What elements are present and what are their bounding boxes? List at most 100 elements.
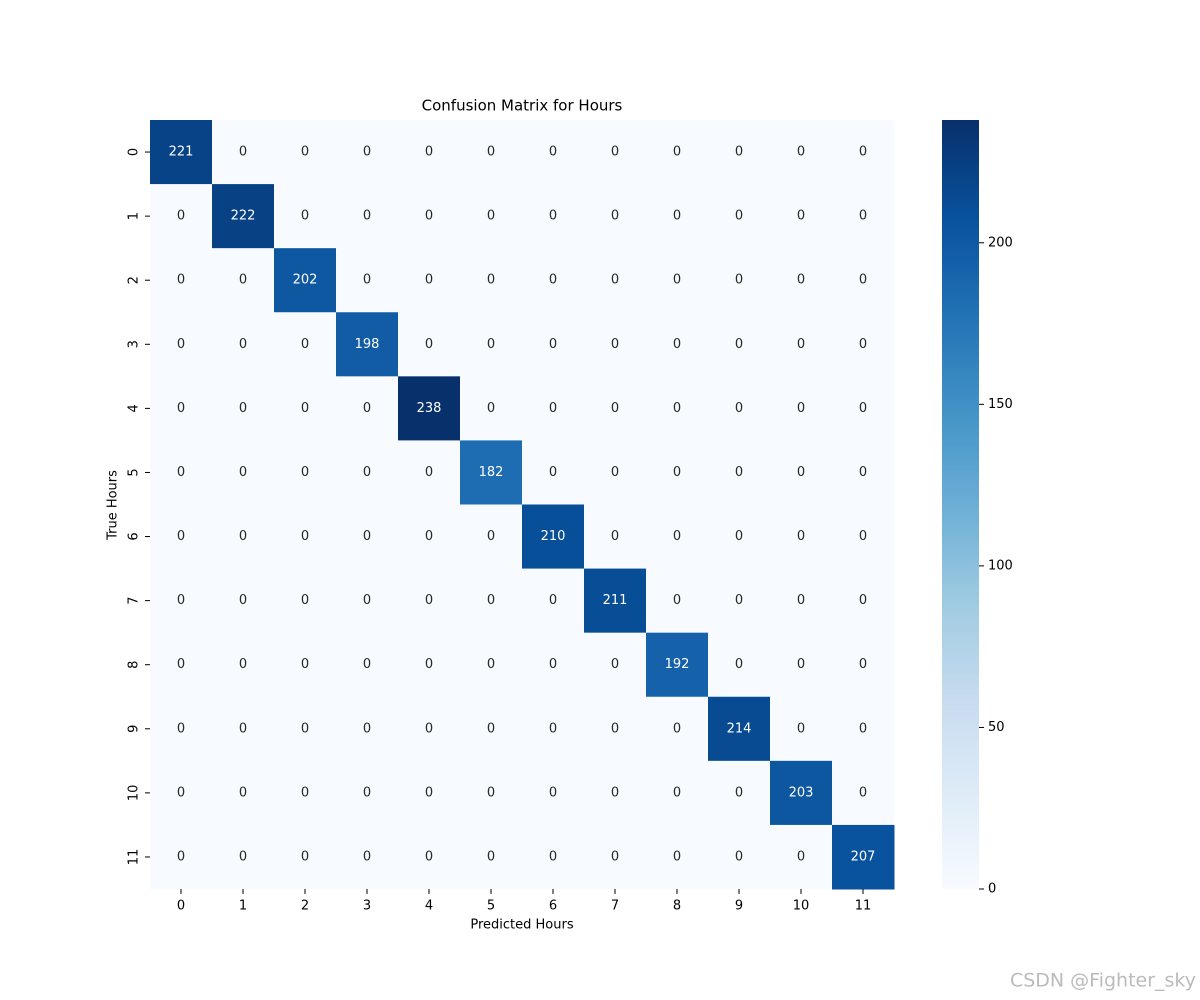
cell [646, 568, 709, 634]
cell-label: 0 [239, 465, 247, 480]
cell [212, 248, 275, 313]
cell-label: 0 [673, 593, 681, 608]
cell-label: 0 [425, 529, 433, 544]
cell [646, 312, 709, 377]
cell-label: 0 [487, 145, 495, 160]
cell [212, 376, 275, 441]
cell [832, 760, 895, 826]
cell-label: 0 [363, 209, 371, 224]
cell-label: 0 [301, 657, 309, 672]
cell [708, 312, 771, 377]
cell [832, 568, 895, 634]
cell-label: 0 [239, 145, 247, 160]
cell-label: 0 [301, 849, 309, 864]
cell [708, 632, 771, 698]
cell [336, 312, 399, 377]
cell-label: 211 [603, 593, 628, 608]
cell [584, 248, 647, 313]
cell-label: 0 [425, 337, 433, 352]
cell [584, 504, 647, 570]
cell [584, 120, 647, 185]
cell [150, 376, 213, 441]
cell [584, 184, 647, 249]
cell-label: 0 [797, 721, 805, 736]
cell-label: 0 [487, 209, 495, 224]
cell-label: 0 [735, 145, 743, 160]
cell-label: 0 [239, 273, 247, 288]
cell [522, 312, 585, 377]
cell-label: 0 [425, 657, 433, 672]
cell-label: 0 [859, 145, 867, 160]
cell-label: 0 [239, 721, 247, 736]
cell [522, 504, 585, 570]
cell [150, 312, 213, 377]
cell [212, 504, 275, 570]
cell-label: 0 [673, 465, 681, 480]
cell-label: 0 [673, 337, 681, 352]
cell-label: 0 [611, 337, 619, 352]
cell [522, 440, 585, 505]
x-tick-label: 7 [611, 899, 619, 914]
cell-label: 0 [177, 657, 185, 672]
cell [708, 376, 771, 441]
y-tick-label: 11 [127, 849, 142, 866]
cell-label: 203 [789, 785, 814, 800]
cell [460, 632, 523, 698]
cell-label: 0 [549, 657, 557, 672]
cell [832, 376, 895, 441]
cell [398, 440, 461, 505]
cell [274, 376, 337, 441]
cell [398, 248, 461, 313]
cell-label: 0 [425, 209, 433, 224]
cell-label: 0 [735, 529, 743, 544]
cell [584, 440, 647, 505]
cell [522, 568, 585, 634]
cell [770, 120, 833, 185]
cell [460, 696, 523, 762]
cell-label: 198 [355, 337, 380, 352]
cell [646, 376, 709, 441]
cell-label: 0 [425, 785, 433, 800]
cell [212, 440, 275, 505]
cell [150, 120, 213, 185]
cell [336, 248, 399, 313]
cell-label: 0 [797, 657, 805, 672]
cell [150, 440, 213, 505]
y-tick-label: 2 [127, 276, 142, 284]
cell [522, 120, 585, 185]
cell-label: 0 [487, 721, 495, 736]
cell-label: 0 [301, 209, 309, 224]
cell [522, 376, 585, 441]
cell-label: 0 [239, 785, 247, 800]
cell-label: 0 [549, 785, 557, 800]
cell-label: 0 [797, 401, 805, 416]
cell-label: 0 [859, 721, 867, 736]
cell [584, 312, 647, 377]
cell [460, 440, 523, 505]
cell [770, 312, 833, 377]
cell-label: 0 [735, 465, 743, 480]
cell [398, 376, 461, 441]
cell-label: 0 [425, 273, 433, 288]
cell-label: 0 [363, 401, 371, 416]
cell-label: 0 [859, 337, 867, 352]
cell-label: 0 [673, 401, 681, 416]
cell [150, 184, 213, 249]
cell-label: 202 [293, 273, 318, 288]
cell-label: 0 [363, 145, 371, 160]
cell [460, 824, 523, 890]
cell-label: 0 [611, 721, 619, 736]
cell-label: 0 [859, 401, 867, 416]
cell-label: 0 [611, 401, 619, 416]
cell [336, 120, 399, 185]
cell-label: 0 [797, 593, 805, 608]
y-tick-label: 1 [127, 212, 142, 220]
cell-label: 0 [239, 337, 247, 352]
y-tick-label: 10 [127, 785, 142, 802]
y-tick-label: 3 [127, 340, 142, 348]
cell [336, 760, 399, 826]
cell [398, 312, 461, 377]
cell [832, 312, 895, 377]
cell [274, 248, 337, 313]
cell [398, 824, 461, 890]
